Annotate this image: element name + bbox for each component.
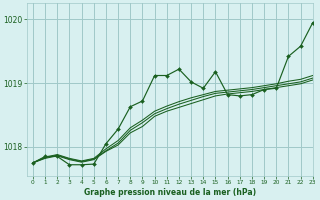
- X-axis label: Graphe pression niveau de la mer (hPa): Graphe pression niveau de la mer (hPa): [84, 188, 256, 197]
